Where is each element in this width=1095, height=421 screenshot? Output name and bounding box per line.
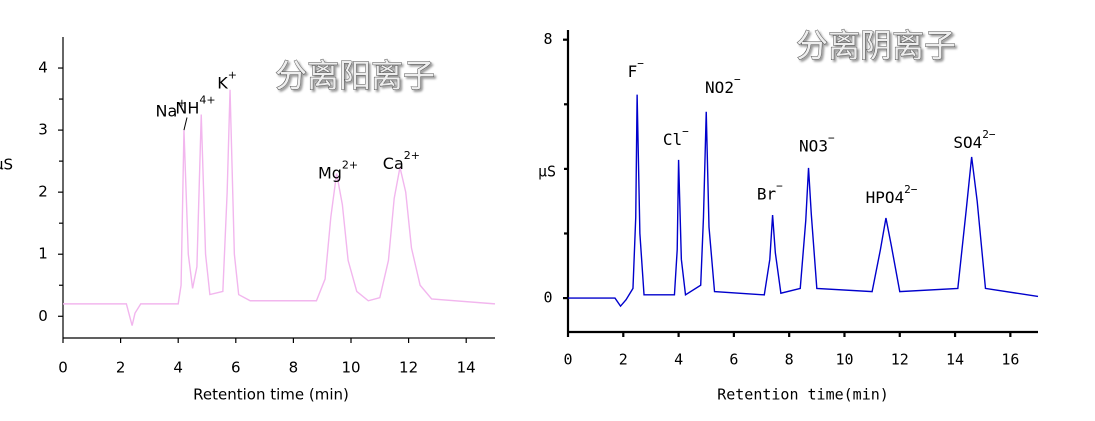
x-tick-label: 14: [946, 351, 964, 369]
peak-label-text: Br: [757, 184, 777, 203]
y-tick-label: 0: [543, 289, 552, 307]
chart-title: 分离阳离子: [275, 57, 435, 93]
peak-label-text: NO2: [705, 78, 734, 97]
peak-label-text: NH: [175, 98, 199, 117]
x-tick-label: 4: [674, 351, 683, 369]
x-axis-label: Retention time(min): [717, 386, 889, 404]
x-tick-label: 12: [399, 359, 418, 377]
peak-label: Na+: [156, 96, 187, 120]
peak-label-text: NO3: [799, 136, 828, 155]
peak-label-text: Mg: [318, 163, 342, 182]
x-tick-label: 16: [1001, 351, 1019, 369]
peak-label-charge: 2+: [404, 149, 420, 162]
y-tick-label: 3: [38, 121, 48, 139]
peak-label-text: K: [217, 73, 228, 92]
peak-label-charge: −: [776, 180, 783, 193]
peak-label-text: Cl: [663, 129, 682, 148]
y-tick-label: 4: [38, 59, 48, 77]
y-tick-label: 0: [38, 307, 48, 325]
x-tick-label: 6: [231, 359, 241, 377]
y-axis-label: µS: [0, 156, 13, 174]
x-tick-label: 14: [457, 359, 476, 377]
peak-label: NO2−: [705, 73, 741, 97]
leader-line: [183, 117, 188, 131]
peak-label-text: F: [628, 61, 638, 80]
x-tick-label: 0: [58, 359, 68, 377]
trace: [568, 94, 1039, 308]
x-tick-label: 8: [289, 359, 299, 377]
x-tick-label: 8: [785, 351, 794, 369]
peak-label: Ca2+: [383, 149, 420, 173]
peak-label: F−: [628, 57, 645, 81]
y-tick-label: 1: [38, 245, 48, 263]
peak-label: NH4+: [175, 93, 215, 117]
peak-label-text: Na: [156, 101, 178, 120]
x-tick-label: 10: [341, 359, 360, 377]
peak-label: SO42−: [953, 128, 996, 152]
peak-label: NO3−: [799, 131, 835, 155]
peak-label-text: Ca: [383, 154, 404, 173]
peak-label-charge: −: [734, 73, 741, 86]
peak-label-charge: 2−: [982, 128, 996, 141]
peak-label: Cl−: [663, 125, 689, 149]
peak-label: Br−: [757, 180, 783, 204]
x-tick-label: 12: [891, 351, 909, 369]
peak-label-charge: −: [682, 125, 689, 138]
x-tick-label: 10: [835, 351, 853, 369]
peak-label-charge: −: [828, 131, 835, 144]
y-tick-label: 8: [543, 30, 552, 48]
peak-label: HPO42−: [866, 183, 918, 207]
peak-label-charge: 2+: [342, 159, 358, 172]
x-tick-label: 0: [563, 351, 572, 369]
x-tick-label: 6: [729, 351, 738, 369]
peak-label: K+: [217, 69, 237, 93]
x-tick-label: 2: [619, 351, 628, 369]
y-tick-label: 2: [38, 183, 48, 201]
peak-label-charge: +: [228, 69, 237, 82]
x-axis-label: Retention time (min): [193, 386, 349, 404]
peak-label-text: SO4: [953, 133, 982, 152]
x-tick-label: 2: [116, 359, 126, 377]
peak-label-charge: −: [637, 57, 644, 70]
peak-label-charge: 4+: [199, 93, 215, 106]
chart-title: 分离阴离子: [796, 27, 956, 63]
peak-label-charge: 2−: [904, 183, 918, 196]
chart: 0 2 4 6 8 10 12 14 16 0 8 Retention time(min) μS 分离阴离…: [538, 27, 1039, 404]
y-axis-label: μS: [538, 163, 556, 181]
peak-label: Mg2+: [318, 159, 358, 183]
x-tick-label: 4: [173, 359, 183, 377]
trace: [63, 89, 496, 326]
peak-label-text: HPO4: [866, 187, 905, 206]
peak-label-charge: +: [177, 96, 186, 109]
